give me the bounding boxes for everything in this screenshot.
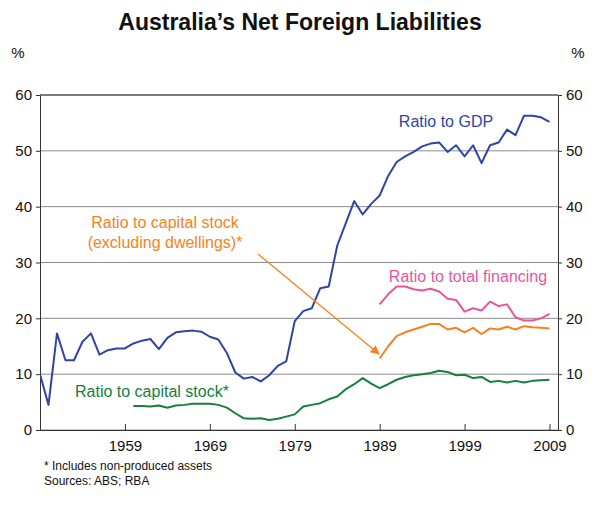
series-label-line: (excluding dwellings)* <box>88 234 243 251</box>
tick-mark <box>210 424 211 430</box>
tick: 2009 <box>533 424 566 454</box>
series-line <box>40 116 550 405</box>
tick: 30 <box>558 254 583 271</box>
series-line <box>380 324 550 359</box>
tick: 1969 <box>194 424 227 454</box>
tick: 1979 <box>279 424 312 454</box>
y-axis-right: 0 10 20 30 40 50 60 <box>558 86 583 438</box>
tick-mark <box>36 430 40 431</box>
grid-line <box>40 430 558 431</box>
tick-mark <box>558 318 562 319</box>
grid-line <box>40 206 558 207</box>
footnote: * Includes non-produced assets <box>44 459 212 473</box>
tick: 20 <box>558 310 583 327</box>
tick-mark <box>36 207 40 208</box>
tick: 1959 <box>109 424 142 454</box>
tick: 1989 <box>363 424 396 454</box>
grid <box>40 95 558 430</box>
tick-mark <box>558 95 562 96</box>
grid-line <box>40 374 558 375</box>
tick-mark <box>550 424 551 430</box>
series-line <box>380 287 550 321</box>
y-unit-left: % <box>11 44 24 61</box>
tick-mark <box>380 424 381 430</box>
tick-mark <box>558 207 562 208</box>
tick-label: 1989 <box>363 437 396 454</box>
tick: 60 <box>15 86 40 103</box>
axis-line <box>41 430 559 431</box>
tick: 50 <box>558 142 583 159</box>
tick-label: 1959 <box>109 437 142 454</box>
tick-mark <box>36 374 40 375</box>
grid-line <box>40 150 558 151</box>
tick: 0 <box>24 421 40 438</box>
series-label: Ratio to total financing <box>389 268 547 285</box>
x-axis: 1959 1969 1979 1989 1999 2009 <box>41 424 567 454</box>
tick-mark <box>558 151 562 152</box>
tick-label: 1979 <box>279 437 312 454</box>
grid-line <box>40 318 558 319</box>
footnote: Sources: ABS; RBA <box>44 474 149 488</box>
series-label: Ratio to capital stock (excluding dwellin… <box>88 214 243 251</box>
tick-label: 40 <box>15 198 32 215</box>
tick: 10 <box>558 365 583 382</box>
grid-line <box>40 262 558 263</box>
tick-mark <box>558 263 562 264</box>
tick: 20 <box>15 310 40 327</box>
tick-mark <box>36 263 40 264</box>
tick: 10 <box>15 365 40 382</box>
plot-area <box>40 116 550 420</box>
y-unit-right: % <box>571 44 584 61</box>
tick-label: 50 <box>566 142 583 159</box>
tick-mark <box>125 424 126 430</box>
series-label-line: Ratio to capital stock <box>91 214 240 231</box>
tick-label: 1999 <box>448 437 481 454</box>
tick-mark <box>558 430 562 431</box>
tick-label: 10 <box>566 365 583 382</box>
tick-mark <box>36 95 40 96</box>
tick: 30 <box>15 254 40 271</box>
tick-mark <box>295 424 296 430</box>
tick: 40 <box>15 198 40 215</box>
chart: Australia’s Net Foreign Liabilities%% 0 10… <box>0 0 600 516</box>
tick-label: 20 <box>566 310 583 327</box>
series-label: Ratio to GDP <box>399 113 493 130</box>
tick-label: 1969 <box>194 437 227 454</box>
tick: 1999 <box>448 424 481 454</box>
tick-label: 10 <box>15 365 32 382</box>
y-axis-left: 0 10 20 30 40 50 60 <box>15 86 40 438</box>
series-label: Ratio to capital stock* <box>75 383 229 400</box>
tick: 60 <box>558 86 583 103</box>
tick: 40 <box>558 198 583 215</box>
tick-label: 60 <box>566 86 583 103</box>
tick: 50 <box>15 142 40 159</box>
grid-line <box>40 95 558 96</box>
tick-label: 60 <box>15 86 32 103</box>
tick-label: 30 <box>15 254 32 271</box>
tick-label: 40 <box>566 198 583 215</box>
tick-label: 0 <box>566 421 574 438</box>
tick-label: 50 <box>15 142 32 159</box>
arrow <box>258 254 379 354</box>
tick-mark <box>465 424 466 430</box>
tick-mark <box>36 318 40 319</box>
tick-mark <box>36 151 40 152</box>
title: Australia’s Net Foreign Liabilities <box>118 9 481 35</box>
tick-label: 0 <box>24 421 32 438</box>
tick-label: 30 <box>566 254 583 271</box>
tick-mark <box>558 374 562 375</box>
frame-top <box>40 95 558 96</box>
tick-label: 2009 <box>533 437 566 454</box>
tick-label: 20 <box>15 310 32 327</box>
